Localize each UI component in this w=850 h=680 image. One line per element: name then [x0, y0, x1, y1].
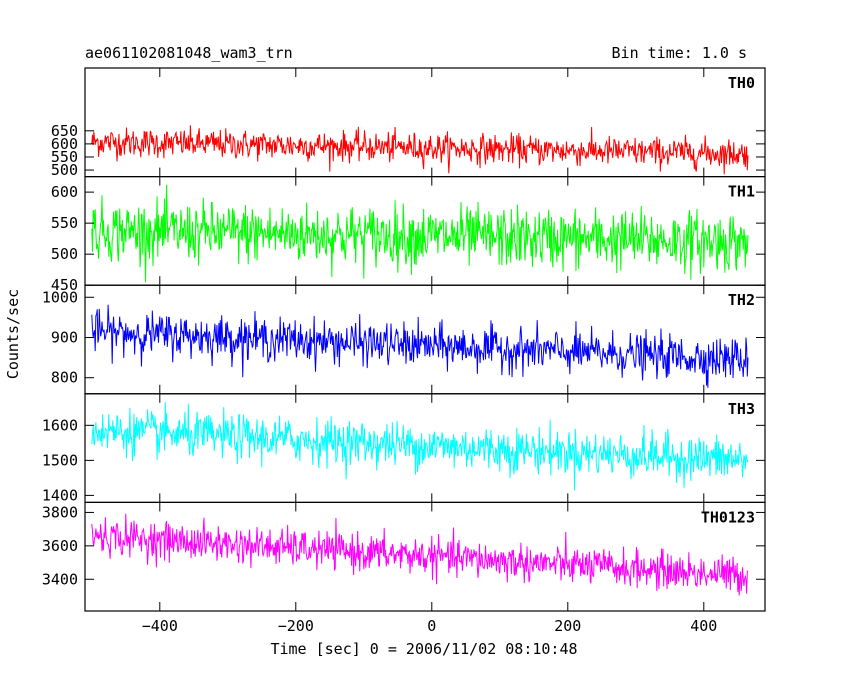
- panel-label-th2: TH2: [728, 291, 755, 309]
- y-tick-label-th1: 600: [51, 183, 78, 201]
- x-tick-label: −200: [278, 617, 314, 635]
- series-line-th1: [91, 184, 749, 283]
- y-tick-label-th0: 650: [51, 122, 78, 140]
- series-line-th0: [91, 125, 749, 175]
- y-tick-label-th0123: 3800: [42, 503, 78, 521]
- panel-frame-th0: [84, 67, 766, 178]
- y-tick-label-th0123: 3600: [42, 537, 78, 555]
- y-tick-label-th3: 1400: [42, 486, 78, 504]
- y-tick-label-th2: 1000: [42, 288, 78, 306]
- panel-label-th0: TH0: [728, 74, 755, 92]
- x-axis-label: Time [sec] 0 = 2006/11/02 08:10:48: [270, 640, 577, 658]
- series-line-th0123: [91, 513, 749, 596]
- bin-time-label: Bin time: 1.0 s: [612, 44, 747, 62]
- y-tick-label-th1: 550: [51, 214, 78, 232]
- y-axis-label: Counts/sec: [4, 289, 22, 379]
- y-tick-label-th3: 1600: [42, 416, 78, 434]
- y-tick-label-th2: 800: [51, 369, 78, 387]
- series-line-th2: [91, 304, 749, 388]
- x-tick-label: 400: [690, 617, 717, 635]
- y-tick-label-th0: 500: [51, 161, 78, 179]
- y-tick-label-th3: 1500: [42, 451, 78, 469]
- y-tick-label-th0: 550: [51, 148, 78, 166]
- y-tick-label-th0: 600: [51, 135, 78, 153]
- x-tick-label: 200: [554, 617, 581, 635]
- y-tick-label-th1: 450: [51, 276, 78, 294]
- panel-label-th3: TH3: [728, 400, 755, 418]
- y-tick-label-th2: 900: [51, 328, 78, 346]
- series-line-th3: [91, 401, 749, 491]
- x-tick-label: 0: [427, 617, 436, 635]
- y-tick-label-th1: 500: [51, 245, 78, 263]
- panel-frame-th2: [84, 284, 766, 395]
- panel-frame-th0123: [84, 501, 766, 612]
- panel-label-th1: TH1: [728, 183, 755, 201]
- y-tick-label-th0123: 3400: [42, 570, 78, 588]
- panel-label-th0123: TH0123: [701, 508, 755, 526]
- plot-title: ae061102081048_wam3_trn: [85, 44, 293, 62]
- x-tick-label: −400: [142, 617, 178, 635]
